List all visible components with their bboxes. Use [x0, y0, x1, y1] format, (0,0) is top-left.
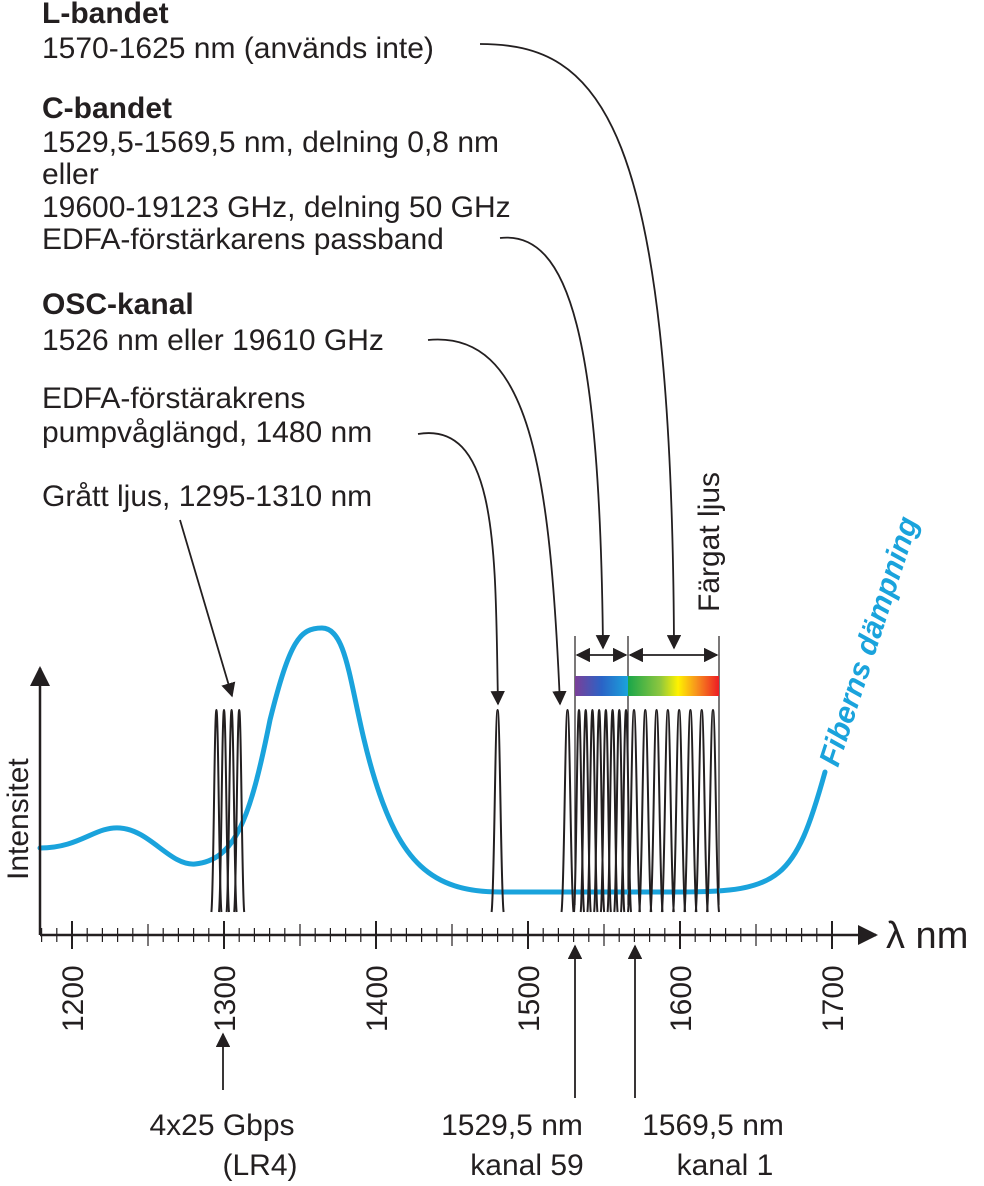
l-band-color-bar	[628, 676, 719, 696]
grey-light-label: Grått ljus, 1295-1310 nm	[42, 480, 372, 513]
c-band-or: eller	[42, 158, 99, 191]
c-band-title: C-bandet	[42, 92, 172, 125]
grey-light-peak	[210, 708, 223, 913]
pump-peak	[490, 708, 505, 913]
l-band-channel-peak	[683, 708, 698, 913]
pump-line1: EDFA-förstärakrens	[42, 382, 305, 415]
x-axis-ticks	[40, 921, 833, 949]
l-band-title: L-bandet	[42, 0, 169, 30]
l-band-channel-peak	[638, 708, 653, 913]
l-band-channel-peak	[649, 708, 664, 913]
ch1-line1: 1569,5 nm	[642, 1109, 784, 1142]
c-band-range: 1529,5-1569,5 nm, delning 0,8 nm	[42, 126, 499, 159]
grey-light-peak	[233, 708, 246, 913]
lr4-line2: (LR4)	[222, 1149, 297, 1182]
pump-line2: pumpvåglängd, 1480 nm	[42, 416, 372, 449]
attenuation-curve	[37, 625, 828, 895]
osc-arrow	[427, 338, 567, 706]
c-band-arrow	[499, 236, 611, 650]
c-band-passband: EDFA-förstärkarens passband	[42, 223, 444, 256]
osc-title: OSC-kanal	[42, 288, 194, 321]
grey-light-peak	[218, 708, 230, 913]
ch1-line2: kanal 1	[677, 1149, 774, 1182]
attenuation-label: Fiberns dämpning	[813, 513, 925, 770]
l-band-channel-peak	[706, 708, 720, 913]
x-tick-label: 1700	[817, 965, 850, 1032]
x-tick-label: 1500	[513, 965, 546, 1032]
osc-value: 1526 nm eller 19610 GHz	[42, 324, 384, 357]
x-tick-label: 1600	[665, 965, 698, 1032]
lr4-line1: 4x25 Gbps	[149, 1109, 294, 1142]
ch59-line1: 1529,5 nm	[441, 1109, 583, 1142]
l-band-channel-peak	[672, 708, 687, 913]
osc-peak	[560, 708, 575, 913]
x-tick-label: 1400	[361, 965, 394, 1032]
l-band-channel-peak	[694, 708, 709, 913]
channel-peaks	[210, 708, 720, 913]
grey-light-peak	[225, 708, 238, 913]
c-band-freq: 19600-19123 GHz, delning 50 GHz	[42, 191, 511, 224]
pump-arrow	[417, 432, 505, 706]
x-tick-label: 1300	[209, 965, 242, 1032]
x-axis-unit: λ nm	[886, 915, 968, 957]
l-band-range: 1570-1625 nm (används inte)	[42, 32, 434, 65]
y-axis-label: Intensitet	[2, 758, 35, 880]
l-band-channel-peak	[660, 708, 675, 913]
x-axis-tick-labels: 1200 1300 1400 1500 1600 1700	[57, 965, 850, 1032]
c-band-color-bar	[575, 676, 628, 696]
l-band-channel-peak	[627, 708, 641, 913]
colored-light-label: Färgat ljus	[693, 472, 726, 612]
ch59-line2: kanal 59	[470, 1149, 583, 1182]
grey-light-arrow	[179, 519, 236, 698]
x-tick-label: 1200	[57, 965, 90, 1032]
l-band-arrow	[479, 43, 682, 650]
